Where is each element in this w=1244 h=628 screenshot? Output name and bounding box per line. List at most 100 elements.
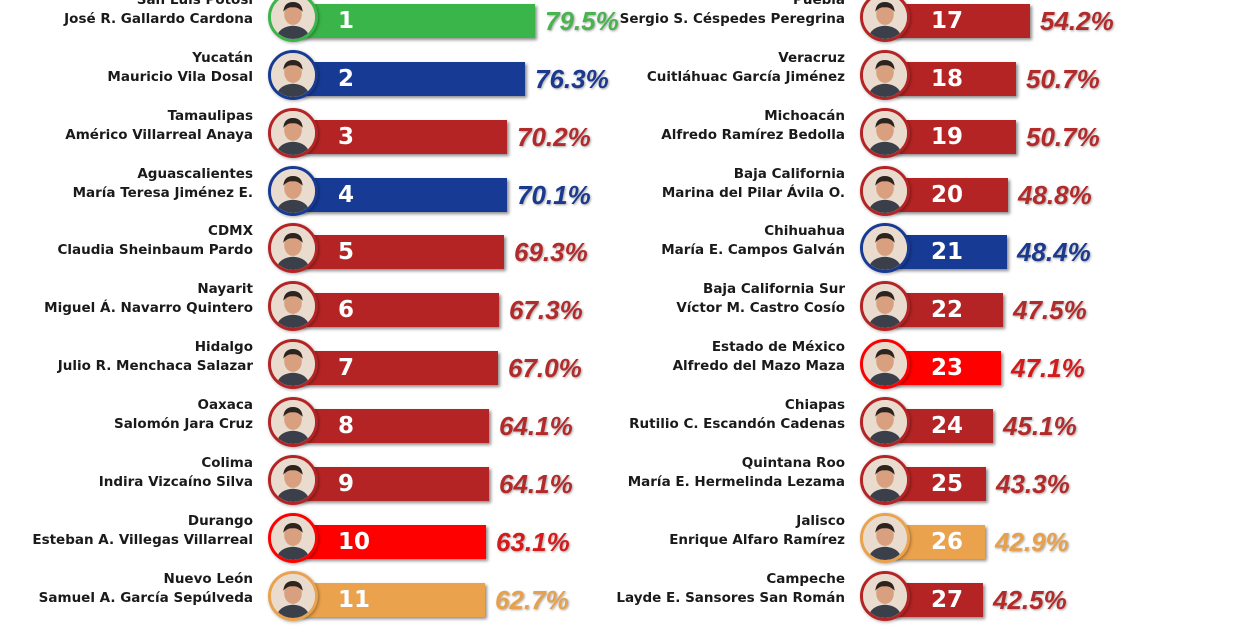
governor-portrait-icon (860, 571, 910, 621)
governor-name: Marina del Pilar Ávila O. (661, 185, 845, 201)
governor-label: Baja California Sur Víctor M. Castro Cosí… (595, 280, 845, 318)
governor-label: Nuevo León Samuel A. García Sepúlveda (3, 570, 253, 608)
governor-name: Salomón Jara Cruz (113, 416, 253, 432)
rank-number: 5 (338, 239, 355, 265)
governor-name: José R. Gallardo Cardona (64, 11, 253, 27)
governor-name: Claudia Sheinbaum Pardo (57, 242, 253, 258)
approval-bar (300, 120, 507, 154)
governor-portrait-icon (268, 339, 318, 389)
governor-portrait-icon (860, 513, 910, 563)
state-name: CDMX (208, 223, 253, 239)
governor-row: San Luis Potosí José R. Gallardo Cardona 1… (0, 0, 1244, 49)
approval-bar (300, 351, 498, 385)
approval-bar (893, 120, 1016, 154)
governor-row: Veracruz Cuitláhuac García Jiménez 18 50.7% (0, 49, 1244, 107)
governor-name: Samuel A. García Sepúlveda (38, 590, 253, 606)
governor-name: Sergio S. Céspedes Peregrina (619, 11, 845, 27)
governor-label: Veracruz Cuitláhuac García Jiménez (595, 49, 845, 87)
approval-value: 42.9% (995, 527, 1069, 557)
state-name: Nayarit (197, 281, 253, 297)
governor-row: Colima Indira Vizcaíno Silva 9 64.1% (0, 454, 1244, 512)
approval-value: 67.0% (508, 353, 582, 383)
approval-value: 70.2% (517, 122, 591, 152)
governor-row: Michoacán Alfredo Ramírez Bedolla 19 50.7% (0, 107, 1244, 165)
approval-value: 47.5% (1013, 295, 1087, 325)
state-name: Baja California (733, 166, 845, 182)
governor-row: Chiapas Rutilio C. Escandón Cadenas 24 45.1… (0, 396, 1244, 454)
governor-row: Nayarit Miguel Á. Navarro Quintero 6 67.3% (0, 280, 1244, 338)
rank-number: 23 (931, 355, 964, 381)
governor-label: Chiapas Rutilio C. Escandón Cadenas (595, 396, 845, 434)
governor-name: María Teresa Jiménez E. (72, 185, 253, 201)
governor-name: Rutilio C. Escandón Cadenas (629, 416, 845, 432)
state-name: Nuevo León (163, 571, 253, 587)
governor-label: Michoacán Alfredo Ramírez Bedolla (595, 107, 845, 145)
approval-value: 70.1% (517, 180, 591, 210)
governor-portrait-icon (860, 281, 910, 331)
governor-name: Enrique Alfaro Ramírez (669, 532, 845, 548)
rank-number: 25 (931, 471, 964, 497)
governor-portrait-icon (268, 50, 318, 100)
approval-value: 50.7% (1026, 122, 1100, 152)
governor-name: María E. Campos Galván (661, 242, 845, 258)
rank-number: 9 (338, 471, 355, 497)
approval-bar (893, 351, 1001, 385)
governor-name: Cuitláhuac García Jiménez (646, 69, 845, 85)
governor-label: Oaxaca Salomón Jara Cruz (3, 396, 253, 434)
approval-value: 45.1% (1003, 411, 1077, 441)
approval-value: 63.1% (496, 527, 570, 557)
governor-row: CDMX Claudia Sheinbaum Pardo 5 69.3% (0, 222, 1244, 280)
rank-number: 1 (338, 8, 355, 34)
state-name: Campeche (766, 571, 845, 587)
governor-row: Hidalgo Julio R. Menchaca Salazar 7 67.0% (0, 338, 1244, 396)
rank-number: 7 (338, 355, 355, 381)
governor-name: Layde E. Sansores San Román (616, 590, 845, 606)
approval-value: 47.1% (1011, 353, 1085, 383)
approval-value: 67.3% (509, 295, 583, 325)
governor-row: Yucatán Mauricio Vila Dosal 2 76.3% (0, 49, 1244, 107)
governor-row: Estado de México Alfredo del Mazo Maza 23 4… (0, 338, 1244, 396)
approval-value: 62.7% (495, 585, 569, 615)
rank-number: 20 (931, 182, 964, 208)
governor-label: Tamaulipas Américo Villarreal Anaya (3, 107, 253, 145)
governor-label: Colima Indira Vizcaíno Silva (3, 454, 253, 492)
governor-portrait-icon (860, 50, 910, 100)
rank-number: 8 (338, 413, 355, 439)
state-name: San Luis Potosí (136, 0, 253, 8)
governor-portrait-icon (860, 223, 910, 273)
governor-row: Puebla Sergio S. Céspedes Peregrina 17 54.2… (0, 0, 1244, 49)
rank-number: 27 (931, 587, 964, 613)
governor-portrait-icon (268, 397, 318, 447)
rank-number: 19 (931, 124, 964, 150)
state-name: Veracruz (778, 50, 845, 66)
rank-number: 18 (931, 66, 964, 92)
governor-row: Campeche Layde E. Sansores San Román 27 42.… (0, 570, 1244, 628)
approval-bar (300, 4, 535, 38)
governor-name: Julio R. Menchaca Salazar (57, 358, 253, 374)
governor-name: Américo Villarreal Anaya (65, 127, 253, 143)
governor-row: Aguascalientes María Teresa Jiménez E. 4 70… (0, 165, 1244, 223)
rank-number: 26 (931, 529, 964, 555)
governor-portrait-icon (268, 513, 318, 563)
state-name: Colima (201, 455, 253, 471)
governor-portrait-icon (268, 223, 318, 273)
approval-bar (893, 235, 1007, 269)
rank-number: 17 (931, 8, 964, 34)
approval-value: 64.1% (499, 411, 573, 441)
governor-row: Chihuahua María E. Campos Galván 21 48.4% (0, 222, 1244, 280)
governor-row: Durango Esteban A. Villegas Villarreal 10 6… (0, 512, 1244, 570)
governor-portrait-icon (860, 166, 910, 216)
governor-portrait-icon (268, 166, 318, 216)
approval-bar (300, 583, 485, 617)
governor-name: Esteban A. Villegas Villarreal (32, 532, 253, 548)
governor-portrait-icon (268, 0, 318, 42)
rank-number: 10 (338, 529, 371, 555)
governor-name: María E. Hermelinda Lezama (627, 474, 845, 490)
approval-bar (300, 62, 525, 96)
governor-label: Aguascalientes María Teresa Jiménez E. (3, 165, 253, 203)
state-name: Yucatán (192, 50, 253, 66)
governor-name: Alfredo Ramírez Bedolla (661, 127, 845, 143)
state-name: Michoacán (764, 108, 845, 124)
governor-label: Puebla Sergio S. Céspedes Peregrina (595, 0, 845, 29)
state-name: Chihuahua (764, 223, 845, 239)
